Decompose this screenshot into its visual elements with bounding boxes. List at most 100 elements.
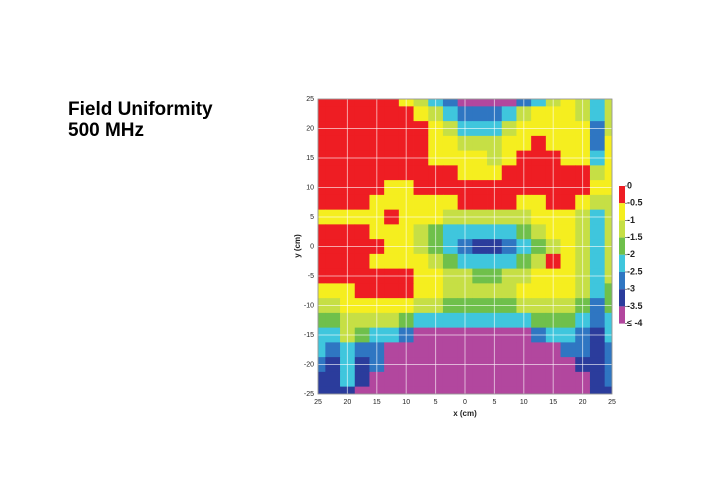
cell: [413, 371, 429, 388]
cell: [589, 283, 606, 299]
cell: [531, 224, 547, 240]
cell: [384, 283, 400, 299]
cell: [589, 106, 606, 122]
cell: [442, 106, 459, 122]
cell: [384, 99, 400, 107]
cell: [413, 165, 429, 181]
colorbar-label: -2.5: [627, 266, 643, 276]
cell: [318, 135, 326, 152]
cell: [472, 165, 488, 181]
cell: [325, 253, 341, 270]
x-tick-label: 20: [344, 399, 352, 406]
cell: [384, 312, 400, 329]
cell: [531, 99, 547, 107]
x-tick-label: 5: [492, 399, 496, 406]
cell: [589, 165, 606, 181]
cell: [531, 135, 547, 152]
cell: [560, 386, 576, 394]
colorbar-segment: [619, 237, 625, 255]
cell: [501, 342, 517, 358]
cell: [384, 371, 400, 388]
cell: [501, 106, 517, 122]
cell: [531, 283, 547, 299]
plot-frame: [317, 98, 613, 395]
cell: [531, 342, 547, 358]
cell: [604, 135, 612, 152]
cell: [318, 99, 326, 107]
cell: [325, 135, 341, 152]
colorbar-segment: [619, 186, 625, 204]
cell: [531, 106, 547, 122]
colorbar-label: -0.5: [627, 198, 643, 208]
colorbar-label: -1.5: [627, 232, 643, 242]
colorbar-label: -2: [627, 249, 635, 259]
cell: [384, 135, 400, 152]
cell: [589, 224, 606, 240]
y-tick-label: -15: [304, 332, 314, 339]
cell: [318, 386, 326, 394]
cell: [325, 342, 341, 358]
cell: [531, 312, 547, 329]
cell: [442, 283, 459, 299]
cell: [325, 99, 341, 107]
cell: [325, 312, 341, 329]
cell: [442, 165, 459, 181]
cell: [589, 371, 606, 388]
cell: [560, 342, 576, 358]
cell: [354, 371, 370, 388]
cell: [413, 253, 429, 270]
cell: [354, 224, 370, 240]
cell: [413, 194, 429, 211]
slide-title: Field Uniformity: [68, 99, 213, 120]
cell: [384, 106, 400, 122]
cell: [501, 99, 517, 107]
y-tick-label: -10: [304, 302, 314, 309]
cell: [325, 386, 341, 394]
cell: [413, 342, 429, 358]
cell: [354, 135, 370, 152]
cell: [472, 194, 488, 211]
x-tick-label: 10: [402, 399, 410, 406]
cell: [560, 253, 576, 270]
cell: [472, 371, 488, 388]
cell: [354, 342, 370, 358]
cell: [442, 253, 459, 270]
cell: [604, 99, 612, 107]
y-tick-label: 20: [306, 125, 314, 132]
cell: [604, 194, 612, 211]
cell: [472, 253, 488, 270]
x-tick-label: 5: [434, 399, 438, 406]
x-tick-label: 25: [314, 399, 322, 406]
colorbar-label: -3.5: [627, 301, 643, 311]
cell: [354, 99, 370, 107]
cell: [589, 135, 606, 152]
cell: [318, 283, 326, 299]
cell: [354, 283, 370, 299]
cell: [442, 386, 459, 394]
cell: [318, 312, 326, 329]
cell: [325, 194, 341, 211]
cell: [531, 194, 547, 211]
x-axis-title: x (cm): [453, 409, 477, 418]
cell: [442, 312, 459, 329]
cell: [531, 253, 547, 270]
cell: [318, 165, 326, 181]
y-tick-label: 25: [306, 96, 314, 103]
cell: [354, 312, 370, 329]
x-tick-label: 20: [579, 399, 587, 406]
cell: [442, 371, 459, 388]
cell: [354, 253, 370, 270]
cell: [318, 253, 326, 270]
cell: [442, 224, 459, 240]
y-tick-label: 15: [306, 155, 314, 162]
cell: [531, 371, 547, 388]
cell: [604, 312, 612, 329]
cell: [560, 194, 576, 211]
cell: [472, 224, 488, 240]
colorbar-segment: [619, 220, 625, 238]
cell: [589, 194, 606, 211]
cell: [501, 194, 517, 211]
slide-subtitle: 500 MHz: [68, 120, 144, 141]
cell: [384, 253, 400, 270]
